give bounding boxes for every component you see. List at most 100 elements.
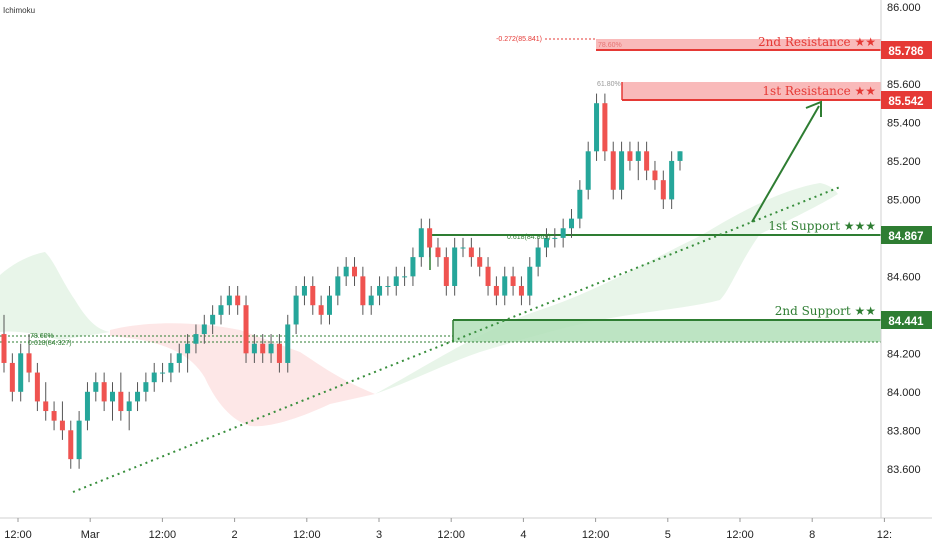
fib-label-618-top: 61.80%	[597, 81, 621, 88]
candle-bullish	[552, 237, 558, 239]
candle-bullish	[84, 391, 90, 421]
level-label-support-2: 2nd Support ★★	[775, 304, 876, 318]
price-tick-label: 85.200	[887, 156, 921, 168]
price-badge-support-1	[881, 226, 932, 244]
candle-bearish	[660, 180, 666, 200]
time-tick-label: 12:00	[437, 529, 465, 541]
candle-bearish	[435, 247, 441, 258]
candle-bearish	[510, 276, 516, 286]
level-label-resistance-2: 2nd Resistance ★★	[758, 35, 876, 49]
candle-bearish	[43, 401, 49, 412]
ichimoku-cloud-bearish	[110, 323, 375, 427]
candle-bullish	[218, 305, 224, 315]
candle-bearish	[243, 305, 249, 354]
fib-label-786-left: 78.60%	[30, 333, 54, 340]
time-tick-label: 12:	[877, 529, 892, 541]
candle-bearish	[427, 228, 433, 248]
candle-bearish	[652, 170, 658, 181]
candle-bearish	[1, 334, 7, 363]
price-tick-label: 84.200	[887, 348, 921, 360]
candle-bearish	[443, 257, 449, 286]
candle-bullish	[126, 401, 132, 412]
price-tick-label: 84.600	[887, 271, 921, 283]
time-axis[interactable]: 12:00 Mar 12:00 2 12:00 3 12:00 4 12:00 5 12:00 8 12…	[4, 518, 892, 541]
candle-bullish	[585, 151, 591, 190]
candle-bullish	[502, 276, 508, 296]
time-tick-label: 2	[232, 529, 238, 541]
candle-bullish	[251, 343, 257, 354]
price-badge-support-2	[881, 311, 932, 329]
time-tick-label: 12:00	[726, 529, 754, 541]
candle-bearish	[468, 247, 474, 258]
candle-bearish	[610, 151, 616, 190]
price-badge-support-1-text: 84.867	[888, 231, 923, 243]
candle-bullish	[343, 266, 349, 277]
candle-bullish	[193, 334, 199, 344]
candle-bearish	[518, 285, 524, 296]
candle-bullish	[460, 247, 466, 249]
candle-bearish	[602, 103, 608, 152]
candle-bullish	[385, 285, 391, 287]
candle-bullish	[335, 276, 341, 296]
candle-bullish	[160, 372, 166, 374]
candle-bullish	[543, 237, 549, 248]
candle-bullish	[185, 343, 191, 354]
candle-bullish	[535, 247, 541, 267]
price-tick-label: 83.800	[887, 425, 921, 437]
candle-bullish	[109, 391, 115, 402]
candle-bearish	[51, 411, 57, 421]
candle-bullish	[18, 353, 24, 392]
candle-bullish	[619, 151, 625, 190]
ichimoku-cloud-bullish-right	[375, 183, 838, 394]
candle-bullish	[560, 228, 566, 238]
candle-bullish	[635, 151, 641, 161]
indicator-label: Ichimoku	[3, 6, 35, 15]
candle-bearish	[485, 266, 491, 286]
candle-bearish	[493, 285, 499, 296]
price-tick-label: 84.000	[887, 387, 921, 399]
candle-bullish	[201, 324, 207, 335]
candle-bullish	[76, 420, 82, 460]
candlestick-series	[1, 93, 683, 469]
candle-bearish	[644, 151, 650, 171]
candle-bullish	[168, 362, 174, 373]
time-tick-label: 4	[520, 529, 526, 541]
price-axis[interactable]: 86.00085.80085.60085.40085.20085.00084.8…	[887, 2, 921, 476]
candle-bullish	[143, 382, 149, 392]
level-label-resistance-1: 1st Resistance ★★	[762, 84, 876, 98]
candle-bullish	[594, 103, 600, 152]
fib-label-618-mid: 0.618(84.869)	[507, 234, 551, 241]
candle-bearish	[26, 353, 32, 373]
candle-bullish	[176, 353, 182, 363]
level-label-support-1: 1st Support ★★★	[768, 219, 876, 233]
fib-label-ext: -0.272(85.841)	[496, 36, 542, 43]
candle-bullish	[226, 295, 232, 306]
price-tick-label: 86.000	[887, 2, 921, 14]
candle-bullish	[418, 228, 424, 258]
candle-bullish	[677, 151, 683, 161]
ichimoku-cloud-bullish-left	[0, 252, 110, 340]
candle-bearish	[118, 391, 124, 412]
candle-bullish	[577, 189, 583, 219]
fib-label-618-left: 0.618(84.327)	[28, 340, 72, 347]
candle-bearish	[101, 382, 107, 402]
candle-bullish	[285, 324, 291, 363]
price-badge-resistance-2-text: 85.786	[888, 46, 923, 58]
candle-bearish	[235, 295, 241, 306]
candle-bullish	[527, 266, 533, 296]
candle-bullish	[569, 218, 575, 229]
candle-bearish	[59, 420, 65, 431]
time-tick-label: 12:00	[582, 529, 610, 541]
resistance-zone-1	[622, 82, 881, 100]
candle-bearish	[310, 285, 316, 306]
candle-bullish	[377, 285, 383, 296]
time-tick-label: Mar	[81, 529, 100, 541]
candle-bullish	[293, 295, 299, 325]
candle-bullish	[151, 372, 157, 383]
fib-label-786-top: 78.60%	[598, 42, 622, 49]
price-badge-support-2-text: 84.441	[888, 316, 924, 328]
candle-bearish	[627, 151, 633, 161]
candle-bearish	[68, 430, 74, 460]
time-tick-label: 12:00	[4, 529, 32, 541]
